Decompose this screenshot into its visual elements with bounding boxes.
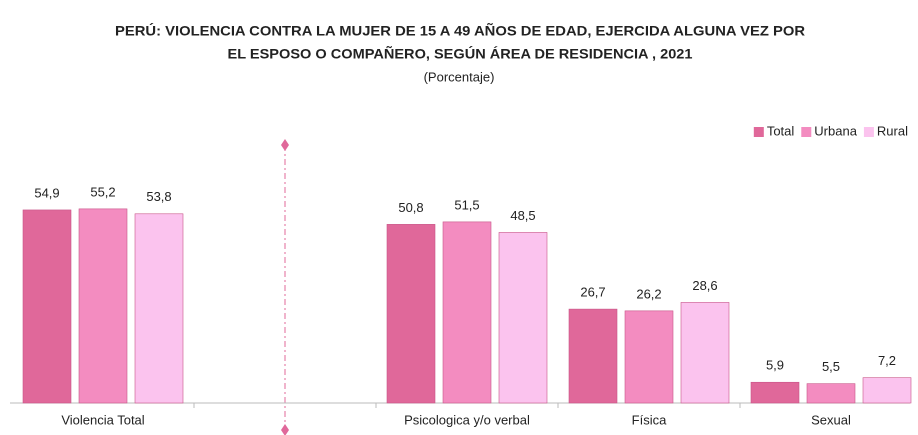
x-tick-label: Violencia Total <box>61 412 144 427</box>
value-label: 5,5 <box>822 359 840 374</box>
divider-marker <box>281 139 289 151</box>
chart-title: PERÚ: VIOLENCIA CONTRA LA MUJER DE 15 A … <box>115 22 805 39</box>
value-label: 53,8 <box>146 189 171 204</box>
legend-label: Urbana <box>814 123 857 138</box>
value-label: 51,5 <box>454 197 479 212</box>
bar <box>750 381 800 404</box>
value-label: 48,5 <box>510 208 535 223</box>
bar <box>680 302 730 404</box>
value-label: 54,9 <box>34 185 59 200</box>
bar <box>442 221 492 404</box>
divider-marker <box>281 424 289 435</box>
x-tick-label: Física <box>632 412 667 427</box>
value-label: 28,6 <box>692 278 717 293</box>
bar <box>498 232 548 404</box>
legend-label: Rural <box>877 123 908 138</box>
bar <box>624 310 674 404</box>
bar <box>134 213 184 404</box>
legend-swatch <box>863 127 874 137</box>
bar <box>862 377 912 404</box>
legend-label: Total <box>767 123 795 138</box>
value-label: 7,2 <box>878 353 896 368</box>
legend-swatch <box>801 127 812 137</box>
bar <box>568 308 618 404</box>
value-label: 50,8 <box>398 200 423 215</box>
value-label: 5,9 <box>766 358 784 373</box>
bar <box>386 224 436 404</box>
legend-swatch <box>753 127 764 137</box>
bar <box>806 383 856 404</box>
value-label: 26,7 <box>580 285 605 300</box>
bar <box>78 208 128 404</box>
bar <box>22 209 72 404</box>
chart-title: EL ESPOSO O COMPAÑERO, SEGÚN ÁREA DE RES… <box>228 45 693 62</box>
x-tick-label: Psicologica y/o verbal <box>404 412 530 427</box>
x-tick-label: Sexual <box>811 412 851 427</box>
value-label: 55,2 <box>90 184 115 199</box>
chart-subtitle: (Porcentaje) <box>424 69 495 84</box>
value-label: 26,2 <box>636 286 661 301</box>
